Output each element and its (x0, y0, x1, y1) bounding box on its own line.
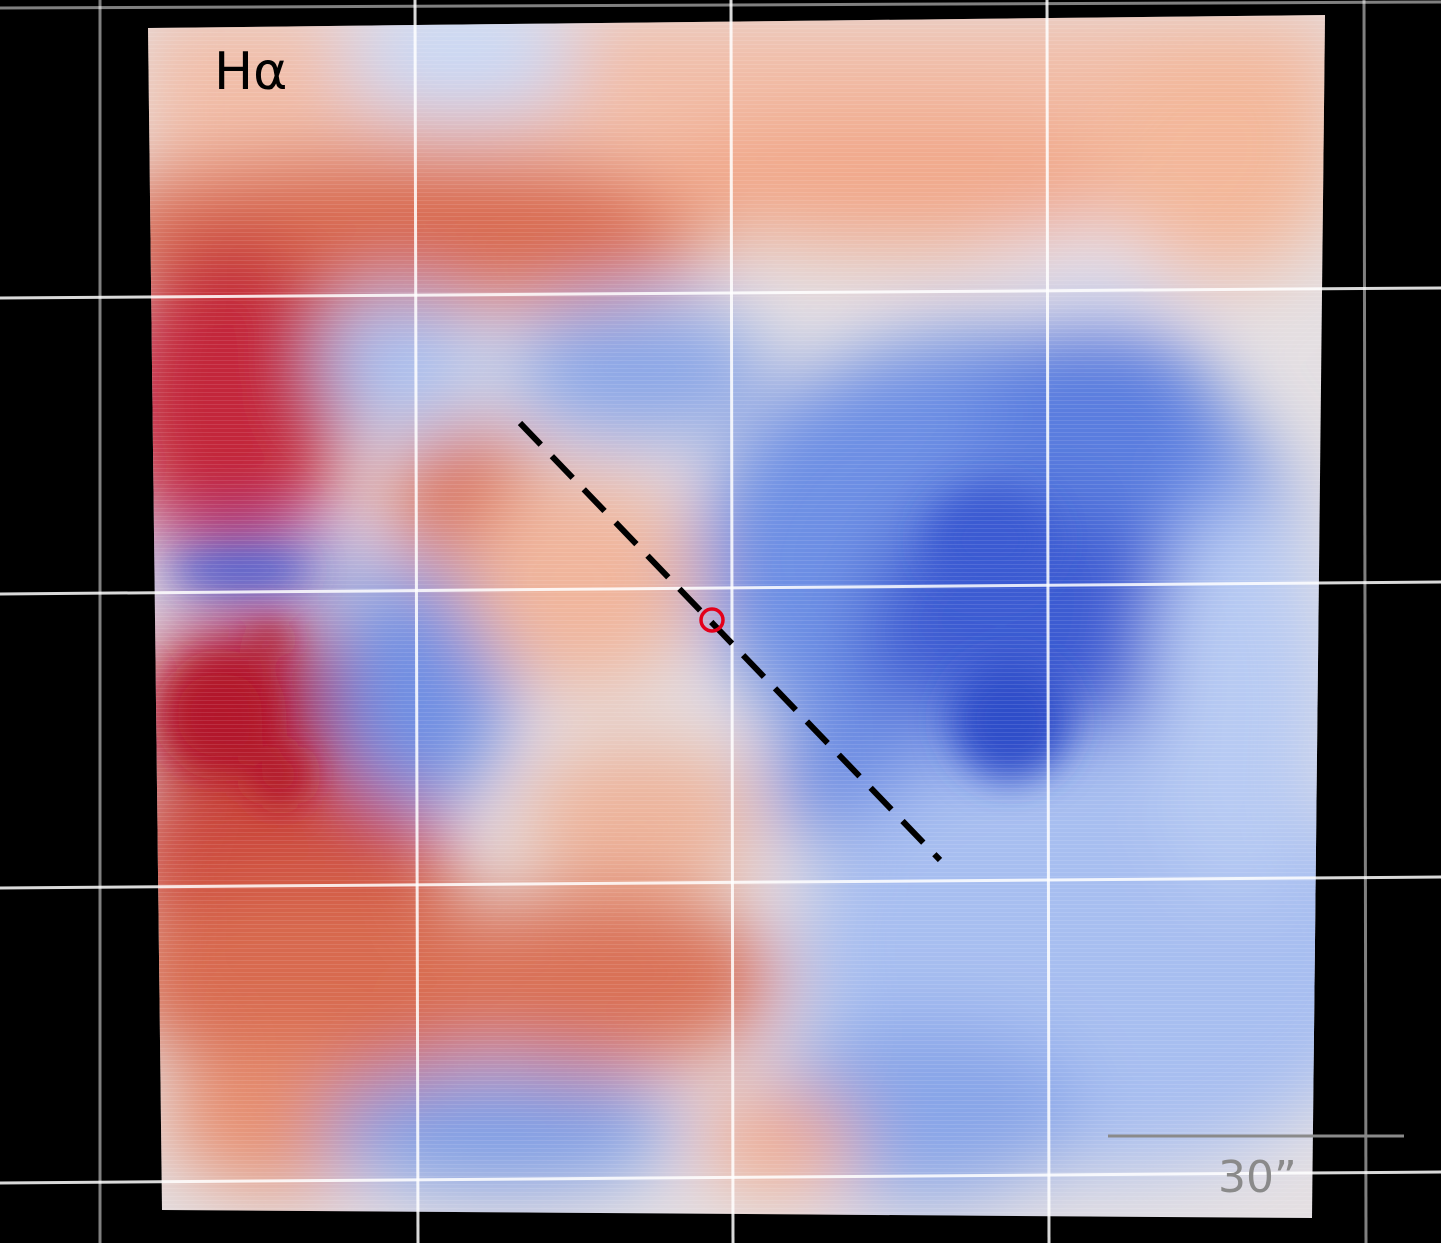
grid-line-h5 (0, 1170, 1441, 1185)
grid-line-h4 (0, 875, 1441, 890)
scale-bar-label: 30” (1218, 1152, 1297, 1203)
grid-line-h3 (0, 580, 1441, 596)
halpha-velocity-map (148, 15, 1325, 1218)
grid-line-v3 (729, 0, 735, 1243)
grid-line-v5 (1362, 0, 1368, 1243)
position-marker (699, 607, 725, 633)
grid-line-v2 (413, 0, 420, 1243)
grid-line-h1 (0, 0, 1441, 10)
grid-line-h2 (0, 286, 1441, 300)
grid-line-v4 (1045, 0, 1051, 1243)
slit-line (517, 420, 943, 863)
map-title: Hα (214, 42, 287, 102)
